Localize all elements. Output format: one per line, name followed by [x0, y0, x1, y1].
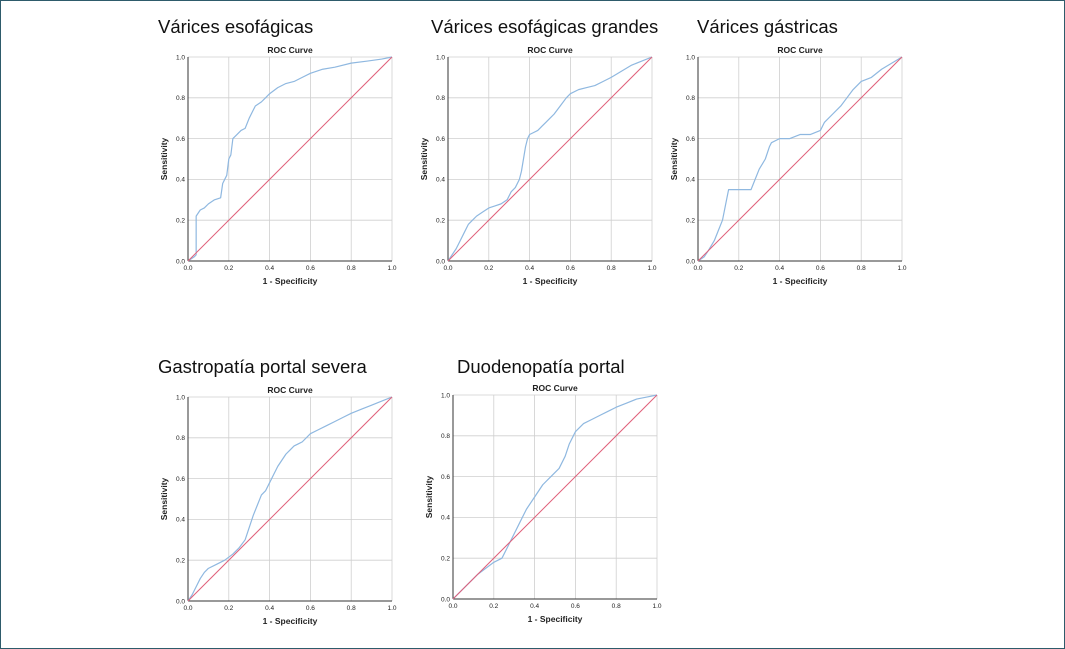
x-tick-label: 0.6	[816, 265, 825, 272]
x-tick-label: 0.8	[857, 265, 866, 272]
y-tick-label: 0.0	[436, 258, 445, 265]
panel-heading-gastropatia-portal-severa: Gastropatía portal severa	[158, 356, 367, 377]
y-tick-label: 1.0	[436, 54, 445, 61]
x-tick-label: 0.6	[306, 605, 315, 612]
roc-chart-varices-esofagicas: ROC Curve 0.00.0 0.2 0.2 0.4 0.4 0.6 0.6 0.8 0.8 1…	[159, 45, 397, 286]
y-tick-label: 0.0	[176, 598, 185, 605]
y-tick-label: 0.2	[686, 218, 695, 225]
x-tick-label: 0.2	[484, 265, 493, 272]
y-tick-label: 0.2	[176, 558, 185, 565]
x-tick-label: 1.0	[387, 605, 396, 612]
y-tick-label: 1.0	[686, 54, 695, 61]
x-tick-label: 0.2	[489, 603, 498, 610]
roc-chart-varices-esofagicas-grandes: ROC Curve 0.00.0 0.2 0.2 0.4 0.4 0.6 0.6 0.8 0.8 1…	[419, 45, 657, 286]
panel-heading-varices-gastricas: Várices gástricas	[697, 16, 838, 37]
y-axis-label: Sensitivity	[669, 137, 679, 180]
y-tick-label: 0.2	[436, 218, 445, 225]
x-tick-label: 1.0	[652, 603, 661, 610]
x-tick-label: 1.0	[897, 265, 906, 272]
x-tick-label: 0.0	[443, 265, 452, 272]
x-tick-label: 1.0	[387, 265, 396, 272]
roc-curve-line	[187, 56, 393, 262]
roc-chart-varices-gastricas: ROC Curve 0.00.0 0.2 0.2 0.4 0.4 0.6 0.6 0.8 0.8 1…	[669, 45, 907, 286]
x-axis-label: 1 - Specificity	[528, 614, 583, 624]
y-tick-label: 0.6	[436, 136, 445, 143]
roc-chart-duodenopatia-portal: ROC Curve 0.00.0 0.2 0.2 0.4 0.4 0.6 0.6 0.8 0.8 1…	[424, 383, 662, 624]
x-tick-label: 0.8	[347, 265, 356, 272]
reference-line	[447, 56, 653, 262]
y-tick-label: 0.4	[436, 177, 445, 184]
x-tick-label: 0.8	[347, 605, 356, 612]
chart-title: ROC Curve	[527, 45, 573, 55]
y-tick-label: 0.0	[686, 258, 695, 265]
chart-title: ROC Curve	[267, 385, 313, 395]
y-axis-label: Sensitivity	[424, 475, 434, 518]
y-tick-label: 0.8	[686, 95, 695, 102]
x-tick-label: 0.4	[265, 605, 274, 612]
y-tick-label: 0.4	[176, 517, 185, 524]
x-tick-label: 0.2	[734, 265, 743, 272]
x-tick-label: 0.6	[566, 265, 575, 272]
y-tick-label: 0.6	[686, 136, 695, 143]
panel-heading-varices-esofagicas-grandes: Várices esofágicas grandes	[431, 16, 659, 37]
y-tick-label: 0.4	[686, 177, 695, 184]
x-tick-label: 0.6	[306, 265, 315, 272]
reference-line	[697, 56, 903, 262]
y-tick-label: 0.8	[176, 95, 185, 102]
y-tick-label: 0.0	[176, 258, 185, 265]
reference-line	[452, 394, 658, 600]
roc-chart-gastropatia-portal-severa: ROC Curve 0.00.0 0.2 0.2 0.4 0.4 0.6 0.6 0.8 0.8 1…	[159, 385, 397, 626]
y-tick-label: 0.6	[176, 476, 185, 483]
y-tick-label: 0.4	[176, 177, 185, 184]
x-tick-label: 0.2	[224, 605, 233, 612]
panel-heading-varices-esofagicas: Várices esofágicas	[158, 16, 314, 37]
y-tick-label: 0.8	[441, 433, 450, 440]
y-tick-label: 1.0	[176, 54, 185, 61]
x-tick-label: 0.8	[607, 265, 616, 272]
panel-heading-duodenopatia-portal: Duodenopatía portal	[457, 356, 625, 377]
x-tick-label: 0.0	[448, 603, 457, 610]
x-tick-label: 0.4	[265, 265, 274, 272]
roc-curve-line	[447, 56, 653, 262]
y-tick-label: 0.6	[176, 136, 185, 143]
x-tick-label: 1.0	[647, 265, 656, 272]
x-tick-label: 0.2	[224, 265, 233, 272]
reference-line	[187, 56, 393, 262]
x-tick-label: 0.0	[693, 265, 702, 272]
x-tick-label: 0.4	[525, 265, 534, 272]
x-tick-label: 0.0	[183, 265, 192, 272]
chart-title: ROC Curve	[532, 383, 578, 393]
roc-curve-line	[697, 56, 903, 262]
y-tick-label: 0.8	[176, 435, 185, 442]
y-axis-label: Sensitivity	[159, 137, 169, 180]
y-axis-label: Sensitivity	[419, 137, 429, 180]
x-axis-label: 1 - Specificity	[263, 616, 318, 626]
y-tick-label: 0.8	[436, 95, 445, 102]
y-tick-label: 0.4	[441, 515, 450, 522]
chart-title: ROC Curve	[777, 45, 823, 55]
x-tick-label: 0.6	[571, 603, 580, 610]
y-tick-label: 0.6	[441, 474, 450, 481]
roc-curve-line	[187, 396, 393, 602]
y-tick-label: 1.0	[176, 394, 185, 401]
y-tick-label: 0.0	[441, 596, 450, 603]
x-axis-label: 1 - Specificity	[773, 276, 828, 286]
x-tick-label: 0.0	[183, 605, 192, 612]
y-tick-label: 0.2	[441, 556, 450, 563]
x-tick-label: 0.4	[530, 603, 539, 610]
y-tick-label: 1.0	[441, 392, 450, 399]
roc-curve-line	[452, 394, 658, 600]
x-axis-label: 1 - Specificity	[263, 276, 318, 286]
y-tick-label: 0.2	[176, 218, 185, 225]
x-tick-label: 0.8	[612, 603, 621, 610]
chart-title: ROC Curve	[267, 45, 313, 55]
reference-line	[187, 396, 393, 602]
x-tick-label: 0.4	[775, 265, 784, 272]
y-axis-label: Sensitivity	[159, 477, 169, 520]
x-axis-label: 1 - Specificity	[523, 276, 578, 286]
